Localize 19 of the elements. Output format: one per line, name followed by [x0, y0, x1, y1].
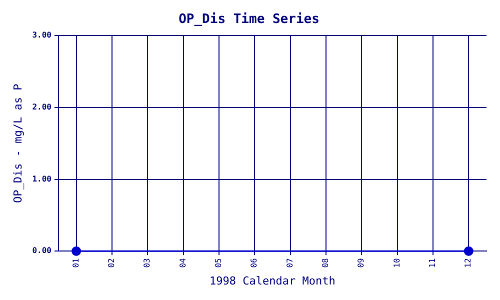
y-tick-label: 2.00: [32, 102, 52, 112]
x-tick-label: 01: [71, 258, 80, 268]
chart-title: OP_Dis Time Series: [178, 12, 320, 28]
y-tick-label: 1.00: [32, 174, 52, 184]
x-tick-label: 06: [250, 258, 259, 268]
x-tick-label: 08: [321, 258, 330, 268]
y-tick-label: 0.00: [32, 246, 52, 256]
x-tick-label: 03: [142, 258, 152, 268]
x-tick-label: 11: [428, 258, 438, 268]
x-tick-label: 05: [214, 258, 224, 268]
x-axis-title: 1998 Calendar Month: [210, 274, 336, 288]
y-axis-title: OP_Dis - mg/L as P: [11, 83, 24, 203]
x-tick-label: 12: [464, 258, 473, 268]
x-tick-label: 10: [392, 258, 402, 268]
x-tick-label: 02: [107, 258, 116, 268]
x-tick-label: 09: [356, 258, 366, 268]
x-tick-label: 04: [178, 258, 188, 268]
y-tick-label: 3.00: [32, 30, 52, 40]
x-tick-label: 07: [285, 258, 294, 268]
